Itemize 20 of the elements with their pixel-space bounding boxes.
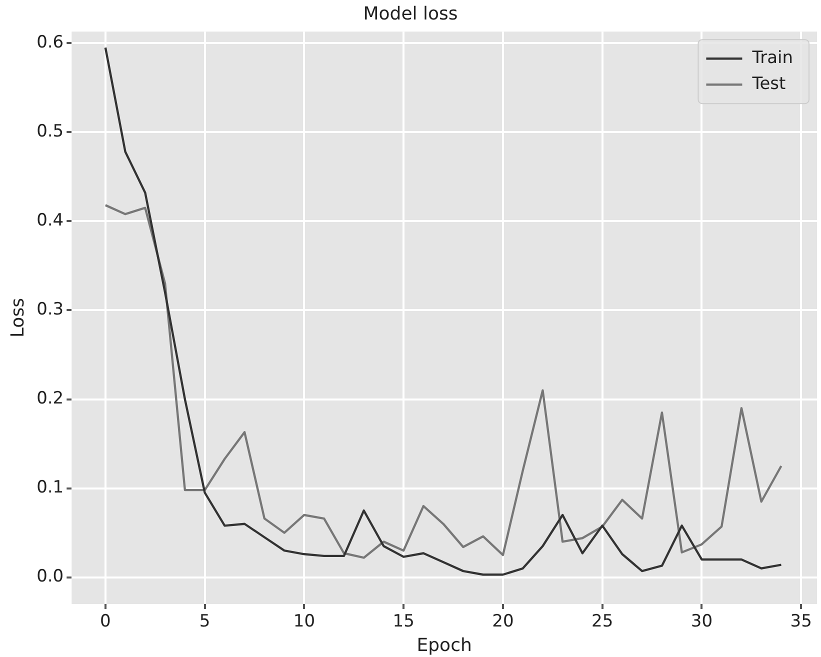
x-axis-title: Epoch: [416, 634, 472, 656]
y-tick-label: 0.5: [36, 122, 64, 142]
y-tick-label: 0.6: [36, 32, 64, 53]
y-tick-label: 0.2: [36, 388, 64, 409]
x-tick-label: 25: [592, 612, 614, 632]
y-tick-label: 0.3: [36, 300, 64, 320]
chart-title: Model loss: [363, 3, 458, 24]
y-tick-label: 0.4: [36, 210, 64, 231]
x-tick-label: 10: [293, 612, 316, 632]
y-axis-title: Loss: [7, 298, 28, 338]
x-tick-label: 0: [100, 612, 111, 632]
y-tick-label: 0.1: [36, 478, 64, 498]
y-tick-label: 0.0: [36, 566, 64, 587]
x-tick-label: 5: [199, 612, 210, 632]
x-tick-label: 30: [690, 612, 713, 632]
legend-label: Train: [751, 48, 794, 68]
x-tick-label: 20: [492, 612, 514, 632]
x-tick-label: 15: [392, 612, 414, 632]
legend-label: Test: [751, 74, 786, 94]
x-tick-label: 35: [790, 612, 812, 632]
